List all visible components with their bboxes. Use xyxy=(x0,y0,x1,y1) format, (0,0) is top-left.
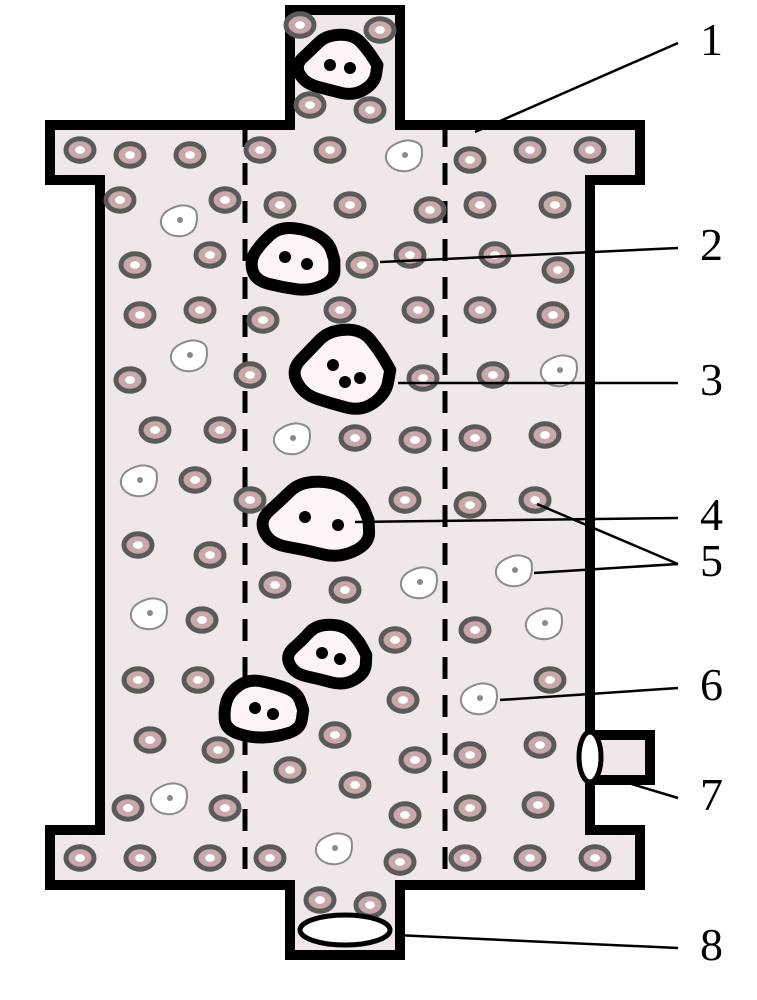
small-cell-icon xyxy=(196,244,224,266)
label-text: 2 xyxy=(700,219,723,270)
small-cell-icon xyxy=(256,847,284,869)
small-cell-icon xyxy=(176,144,204,166)
small-cell-icon xyxy=(356,894,384,916)
small-cell-icon xyxy=(316,139,344,161)
small-cell-icon xyxy=(331,579,359,601)
small-cell-icon xyxy=(401,429,429,451)
large-cell-icon xyxy=(252,228,335,290)
small-cell-icon xyxy=(196,544,224,566)
small-cell-icon xyxy=(539,304,567,326)
small-cell-icon xyxy=(126,847,154,869)
small-cell-icon xyxy=(381,629,409,651)
small-cell-icon xyxy=(188,609,216,631)
small-cell-icon xyxy=(524,794,552,816)
small-cell-icon xyxy=(516,139,544,161)
small-cell-icon xyxy=(286,14,314,36)
label-text: 3 xyxy=(700,354,723,405)
small-cell-icon xyxy=(466,194,494,216)
small-cell-icon xyxy=(116,144,144,166)
small-cell-icon xyxy=(541,194,569,216)
label-text: 7 xyxy=(700,769,723,820)
small-cell-icon xyxy=(341,427,369,449)
small-cell-icon xyxy=(211,797,239,819)
small-cell-icon xyxy=(204,739,232,761)
small-cell-icon xyxy=(404,299,432,321)
small-cell-icon xyxy=(126,304,154,326)
label-text: 4 xyxy=(700,489,723,540)
small-cell-icon xyxy=(276,759,304,781)
small-cell-icon xyxy=(416,199,444,221)
small-cell-icon xyxy=(516,847,544,869)
small-cell-icon xyxy=(249,309,277,331)
large-cell-icon xyxy=(225,681,304,738)
small-cell-icon xyxy=(66,139,94,161)
small-cell-icon xyxy=(461,427,489,449)
small-cell-icon xyxy=(391,489,419,511)
small-cell-icon xyxy=(456,149,484,171)
small-cell-icon xyxy=(321,724,349,746)
small-cell-icon xyxy=(396,244,424,266)
small-cell-icon xyxy=(326,299,354,321)
small-cell-icon xyxy=(124,669,152,691)
small-cell-icon xyxy=(391,804,419,826)
label-1: 1 xyxy=(475,14,723,132)
small-cell-icon xyxy=(461,619,489,641)
small-cell-icon xyxy=(196,847,224,869)
small-cell-icon xyxy=(456,744,484,766)
small-cell-icon xyxy=(106,189,134,211)
small-cell-icon xyxy=(261,574,289,596)
small-cell-icon xyxy=(141,419,169,441)
small-cell-icon xyxy=(236,489,264,511)
label-text: 6 xyxy=(700,659,723,710)
small-cell-icon xyxy=(114,797,142,819)
label-text: 1 xyxy=(700,14,723,65)
small-cell-icon xyxy=(386,851,414,873)
small-cell-icon xyxy=(236,364,264,386)
small-cell-icon xyxy=(336,194,364,216)
small-cell-icon xyxy=(356,99,384,121)
small-cell-icon xyxy=(206,419,234,441)
small-cell-icon xyxy=(211,189,239,211)
small-cell-icon xyxy=(121,254,149,276)
small-cell-icon xyxy=(184,669,212,691)
side-valve-icon xyxy=(579,732,601,782)
small-cell-icon xyxy=(341,774,369,796)
small-cell-icon xyxy=(266,194,294,216)
small-cell-icon xyxy=(389,689,417,711)
small-cell-icon xyxy=(466,299,494,321)
small-cell-icon xyxy=(409,367,437,389)
small-cell-icon xyxy=(544,259,572,281)
small-cell-icon xyxy=(296,94,324,116)
small-cell-icon xyxy=(348,254,376,276)
large-cell-icon xyxy=(298,35,378,94)
diagram-canvas: 1 2 3 45 6 7 8 xyxy=(0,0,757,1000)
small-cell-icon xyxy=(116,369,144,391)
small-cell-icon xyxy=(576,139,604,161)
small-cell-icon xyxy=(186,299,214,321)
label-text: 8 xyxy=(700,919,723,970)
label-8: 8 xyxy=(395,919,723,970)
small-cell-icon xyxy=(531,424,559,446)
small-cell-icon xyxy=(66,847,94,869)
small-cell-icon xyxy=(181,469,209,491)
small-cell-icon xyxy=(456,494,484,516)
small-cell-icon xyxy=(581,847,609,869)
small-cell-icon xyxy=(456,797,484,819)
small-cell-icon xyxy=(246,139,274,161)
small-cell-icon xyxy=(366,19,394,41)
small-cell-icon xyxy=(124,534,152,556)
bottom-valve-icon xyxy=(300,915,390,945)
small-cell-icon xyxy=(401,749,429,771)
small-cell-icon xyxy=(136,729,164,751)
small-cell-icon xyxy=(306,889,334,911)
small-cell-icon xyxy=(451,847,479,869)
small-cell-icon xyxy=(526,734,554,756)
label-text: 5 xyxy=(700,535,723,586)
small-cell-icon xyxy=(536,669,564,691)
